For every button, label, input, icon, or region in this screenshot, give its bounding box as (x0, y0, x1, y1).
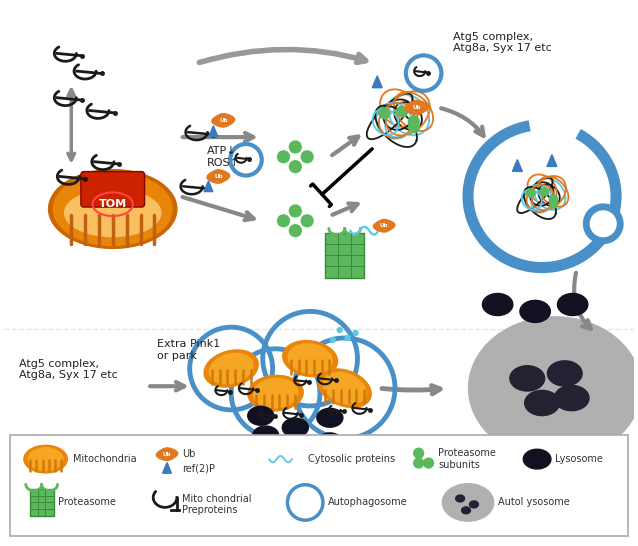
Circle shape (549, 195, 558, 204)
Ellipse shape (54, 173, 172, 246)
FancyBboxPatch shape (30, 489, 54, 516)
Ellipse shape (323, 372, 366, 404)
Polygon shape (209, 126, 218, 136)
Text: Ub: Ub (219, 118, 228, 123)
Circle shape (414, 448, 424, 458)
Ellipse shape (253, 378, 298, 408)
Ellipse shape (558, 294, 588, 316)
Ellipse shape (456, 495, 464, 502)
Polygon shape (163, 462, 172, 473)
Ellipse shape (317, 408, 343, 427)
Ellipse shape (554, 385, 589, 411)
Circle shape (301, 151, 313, 163)
Circle shape (424, 458, 433, 468)
Ellipse shape (520, 300, 551, 323)
Text: TOM: TOM (99, 199, 127, 209)
Text: Ub: Ub (163, 452, 171, 456)
Text: Mito chondrial
Preproteins: Mito chondrial Preproteins (182, 494, 251, 515)
Circle shape (278, 151, 290, 163)
Circle shape (397, 106, 408, 117)
Circle shape (409, 122, 420, 133)
Polygon shape (547, 155, 557, 167)
Text: ref(2)P: ref(2)P (182, 464, 215, 474)
Circle shape (540, 188, 549, 196)
Text: Atg5 complex,
Atg8a, Syx 17 etc: Atg5 complex, Atg8a, Syx 17 etc (19, 359, 118, 380)
Text: Proteasome: Proteasome (59, 497, 116, 507)
Text: Proteasome
subunits: Proteasome subunits (438, 448, 496, 470)
Ellipse shape (547, 361, 582, 386)
Text: Ub: Ub (182, 449, 195, 459)
Circle shape (278, 215, 290, 227)
Text: Ub: Ub (214, 174, 223, 179)
Text: ATP↓
ROS↑: ATP↓ ROS↑ (207, 146, 239, 168)
Ellipse shape (318, 369, 371, 407)
Ellipse shape (462, 507, 470, 514)
FancyBboxPatch shape (81, 171, 145, 207)
Ellipse shape (353, 330, 358, 335)
Ellipse shape (48, 170, 177, 248)
Ellipse shape (248, 406, 274, 425)
Polygon shape (512, 159, 523, 171)
Circle shape (290, 205, 301, 217)
Circle shape (408, 116, 419, 127)
Ellipse shape (470, 501, 478, 508)
Ellipse shape (204, 350, 258, 387)
Polygon shape (373, 219, 395, 232)
Circle shape (414, 458, 424, 468)
Ellipse shape (482, 294, 513, 316)
Polygon shape (156, 448, 178, 460)
Circle shape (290, 225, 301, 236)
Ellipse shape (338, 328, 342, 333)
Ellipse shape (468, 317, 638, 460)
Text: Extra Pink1
or park: Extra Pink1 or park (157, 339, 220, 360)
Text: Autol ysosome: Autol ysosome (498, 497, 569, 507)
Circle shape (584, 204, 623, 244)
Ellipse shape (24, 446, 68, 473)
Polygon shape (373, 76, 382, 88)
Ellipse shape (248, 376, 303, 411)
Text: Lysosome: Lysosome (555, 454, 603, 464)
Text: Ub: Ub (412, 105, 421, 110)
Ellipse shape (317, 433, 343, 452)
Text: Mitochondria: Mitochondria (73, 454, 137, 464)
Ellipse shape (345, 335, 350, 340)
Ellipse shape (288, 344, 332, 373)
Circle shape (549, 199, 558, 208)
Polygon shape (204, 181, 213, 192)
Text: Autophagosome: Autophagosome (328, 497, 408, 507)
Ellipse shape (523, 449, 551, 469)
FancyBboxPatch shape (10, 436, 628, 536)
Circle shape (526, 189, 535, 197)
Polygon shape (207, 170, 230, 183)
Circle shape (301, 215, 313, 227)
Ellipse shape (282, 418, 308, 437)
Text: Ub: Ub (380, 223, 389, 228)
Ellipse shape (28, 448, 63, 471)
Circle shape (590, 211, 616, 236)
Ellipse shape (209, 353, 253, 384)
Ellipse shape (524, 390, 560, 416)
Ellipse shape (442, 484, 494, 521)
Polygon shape (404, 100, 429, 115)
Circle shape (290, 141, 301, 153)
Circle shape (290, 161, 301, 173)
Ellipse shape (510, 366, 545, 391)
Ellipse shape (330, 337, 336, 342)
Ellipse shape (64, 189, 161, 236)
FancyBboxPatch shape (325, 233, 364, 278)
Circle shape (379, 108, 390, 118)
Polygon shape (212, 114, 235, 127)
Text: Cytosolic proteins: Cytosolic proteins (308, 454, 396, 464)
Ellipse shape (283, 341, 338, 377)
Text: Atg5 complex,
Atg8a, Syx 17 etc: Atg5 complex, Atg8a, Syx 17 etc (453, 32, 552, 54)
Ellipse shape (253, 426, 279, 445)
